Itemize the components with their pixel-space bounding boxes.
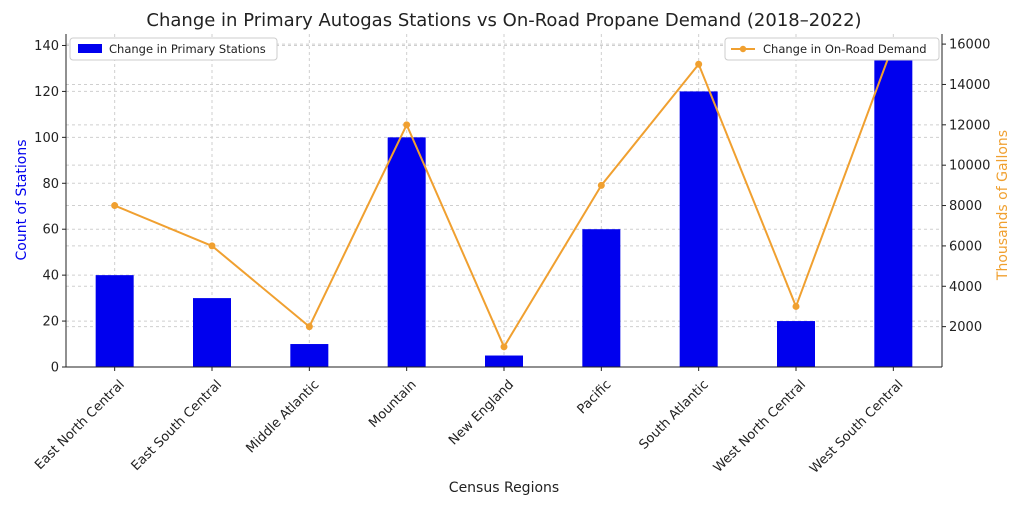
- legend-stations-label: Change in Primary Stations: [109, 42, 266, 56]
- y-left-tick-label-0: 0: [51, 361, 59, 376]
- y-right-tick-label-1: 4000: [949, 280, 982, 295]
- legend-stations-swatch: [78, 44, 102, 53]
- y-axis-label: Count of Stations: [14, 139, 30, 260]
- y-right-tick-label-4: 10000: [949, 159, 990, 174]
- y-left-tick-label-3: 60: [42, 223, 59, 238]
- demand-point-south-atlantic: [695, 60, 703, 68]
- x-axis-label: Census Regions: [449, 480, 559, 496]
- x-tick-label-4: New England: [446, 377, 517, 448]
- y-left-tick-label-4: 80: [42, 177, 59, 192]
- bars: [95, 45, 913, 368]
- demand-point-pacific: [597, 181, 605, 189]
- y-right-tick-label-0: 2000: [949, 320, 982, 335]
- demand-point-east-south-central: [208, 242, 216, 250]
- demand-point-middle-atlantic: [305, 323, 313, 331]
- x-tick-label-0: East North Central: [32, 377, 127, 472]
- y-left-tick-label-6: 120: [34, 85, 59, 100]
- y-right-tick-label-7: 16000: [949, 38, 990, 53]
- y-left-tick-label-2: 40: [42, 269, 59, 284]
- legend-demand: Change in On-Road Demand: [724, 37, 940, 61]
- bar-middle-atlantic: [290, 344, 329, 367]
- y-right-tick-label-6: 14000: [949, 78, 990, 93]
- demand-line: [111, 40, 897, 351]
- bar-pacific: [582, 229, 621, 367]
- x-tick-label-1: East South Central: [129, 377, 225, 473]
- x-tick-label-5: Pacific: [575, 377, 615, 417]
- x-tick-label-2: Middle Atlantic: [244, 377, 323, 456]
- demand-point-west-north-central: [792, 302, 800, 310]
- chart-title: Change in Primary Autogas Stations vs On…: [146, 10, 861, 31]
- legend-demand-label: Change in On-Road Demand: [763, 42, 927, 56]
- y-right-tick-label-5: 12000: [949, 118, 990, 133]
- demand-point-new-england: [500, 343, 508, 351]
- x-axis-ticks: East North Central East South Central Midd…: [32, 367, 906, 477]
- bar-east-south-central: [193, 298, 231, 367]
- y-left-tick-label-5: 100: [34, 131, 59, 146]
- x-tick-label-3: Mountain: [366, 377, 419, 430]
- bar-mountain: [387, 137, 426, 367]
- y-left-tick-label-1: 20: [42, 315, 59, 330]
- x-tick-label-7: West North Central: [711, 377, 809, 475]
- bar-south-atlantic: [679, 91, 718, 368]
- y-axis-left-ticks: 0 20 40 60 80 100 120 140: [34, 39, 66, 376]
- bar-new-england: [485, 355, 523, 367]
- bar-east-north-central: [95, 275, 134, 367]
- bar-west-south-central: [874, 45, 913, 367]
- y-right-tick-label-3: 8000: [949, 199, 982, 214]
- y2-axis-label: Thousands of Gallons: [995, 130, 1011, 281]
- y-left-tick-label-7: 140: [34, 39, 59, 54]
- legend-demand-marker: [739, 45, 747, 53]
- demand-point-mountain: [403, 121, 411, 129]
- x-tick-label-6: South Atlantic: [637, 377, 712, 452]
- y-right-tick-label-2: 6000: [949, 239, 982, 254]
- demand-point-east-north-central: [111, 202, 119, 210]
- legend-stations: Change in Primary Stations: [69, 37, 278, 61]
- y-axis-right-ticks: 2000 4000 6000 8000 10000 12000 14000 16000: [942, 38, 990, 335]
- bar-west-north-central: [777, 321, 815, 367]
- x-tick-label-8: West South Central: [807, 377, 906, 476]
